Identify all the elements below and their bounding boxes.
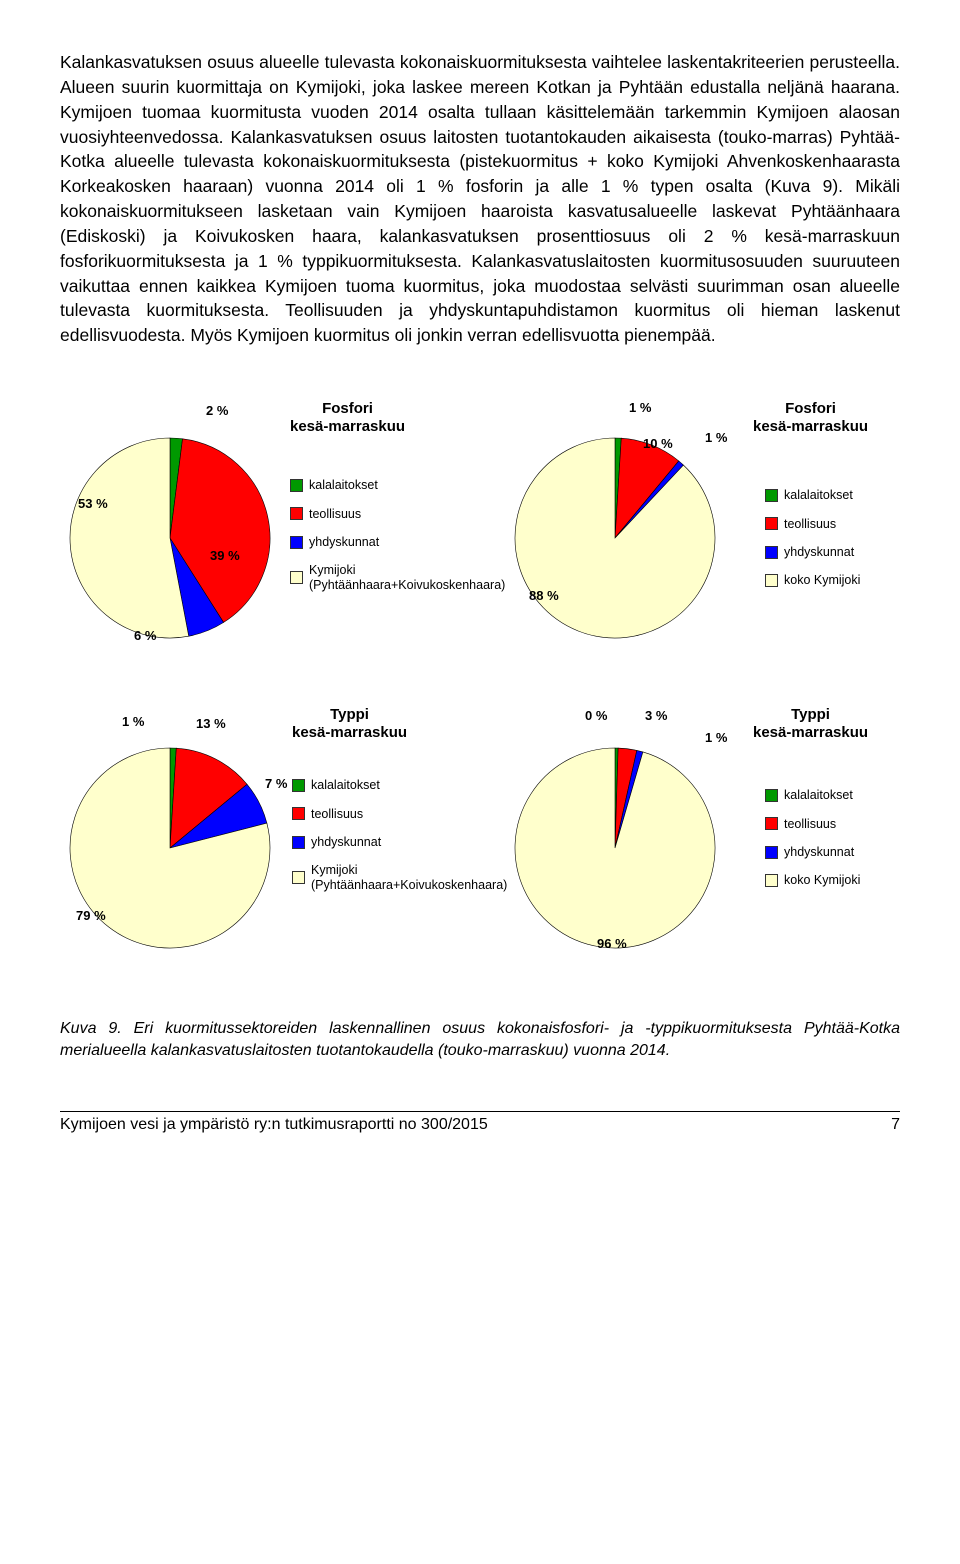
body-paragraph: Kalankasvatuksen osuus alueelle tulevast…	[60, 50, 900, 348]
charts-grid: 2 % 39 % 6 % 53 % Fosforikesä-marraskuu kalal…	[60, 388, 900, 988]
legend-swatch	[290, 479, 303, 492]
slice-label: 53 %	[78, 496, 108, 511]
pie-chart	[60, 388, 300, 678]
legend-item: teollisuus	[765, 517, 915, 531]
legend-swatch	[765, 874, 778, 887]
legend-swatch	[290, 571, 303, 584]
legend-swatch	[765, 517, 778, 530]
legend-item: Kymijoki (Pyhtäänhaara+Koivukoskenhaara)	[292, 863, 442, 892]
legend-swatch	[765, 546, 778, 559]
chart-typpi-a: 1 % 13 % 7 % 79 % Typpikesä-marraskuu kalalai…	[60, 698, 475, 988]
legend-label: teollisuus	[311, 807, 363, 821]
chart-title: Typpikesä-marraskuu	[292, 706, 407, 742]
legend-label: teollisuus	[784, 517, 836, 531]
chart-legend: kalalaitokset teollisuus yhdyskunnat Kymijo…	[290, 478, 440, 606]
legend-item: kalalaitokset	[765, 788, 915, 802]
legend-swatch	[765, 846, 778, 859]
legend-item: yhdyskunnat	[765, 545, 915, 559]
legend-label: kalalaitokset	[309, 478, 378, 492]
chart-legend: kalalaitokset teollisuus yhdyskunnat Kymijo…	[292, 778, 442, 906]
legend-swatch	[765, 817, 778, 830]
legend-item: yhdyskunnat	[765, 845, 915, 859]
legend-label: kalalaitokset	[311, 778, 380, 792]
chart-legend: kalalaitokset teollisuus yhdyskunnat koko K…	[765, 488, 915, 602]
chart-title: Fosforikesä-marraskuu	[290, 400, 405, 436]
legend-item: kalalaitokset	[765, 488, 915, 502]
legend-item: kalalaitokset	[290, 478, 440, 492]
chart-fosfori-b: 1 % 10 % 1 % 88 % Fosforikesä-marraskuu kalal…	[485, 388, 900, 678]
legend-swatch	[765, 789, 778, 802]
chart-title: Fosforikesä-marraskuu	[753, 400, 868, 436]
pie-chart	[485, 388, 725, 678]
slice-label: 96 %	[597, 936, 627, 951]
chart-legend: kalalaitokset teollisuus yhdyskunnat koko K…	[765, 788, 915, 902]
slice-label: 7 %	[265, 776, 287, 791]
slice-label: 39 %	[210, 548, 240, 563]
legend-item: koko Kymijoki	[765, 873, 915, 887]
pie-slice	[515, 748, 715, 948]
slice-label: 13 %	[196, 716, 226, 731]
legend-swatch	[292, 807, 305, 820]
slice-label: 1 %	[705, 430, 727, 445]
legend-swatch	[765, 574, 778, 587]
slice-label: 1 %	[122, 714, 144, 729]
legend-item: yhdyskunnat	[292, 835, 442, 849]
slice-label: 6 %	[134, 628, 156, 643]
legend-label: yhdyskunnat	[311, 835, 381, 849]
legend-item: teollisuus	[765, 817, 915, 831]
slice-label: 88 %	[529, 588, 559, 603]
slice-label: 1 %	[629, 400, 651, 415]
legend-label: kalalaitokset	[784, 488, 853, 502]
legend-item: teollisuus	[292, 807, 442, 821]
slice-label: 79 %	[76, 908, 106, 923]
slice-label: 10 %	[643, 436, 673, 451]
legend-swatch	[765, 489, 778, 502]
legend-label: kalalaitokset	[784, 788, 853, 802]
legend-label: yhdyskunnat	[784, 845, 854, 859]
chart-fosfori-a: 2 % 39 % 6 % 53 % Fosforikesä-marraskuu kalal…	[60, 388, 475, 678]
legend-swatch	[292, 871, 305, 884]
legend-label: teollisuus	[784, 817, 836, 831]
footer-title: Kymijoen vesi ja ympäristö ry:n tutkimus…	[60, 1116, 488, 1134]
chart-typpi-b: 0 % 3 % 1 % 96 % Typpikesä-marraskuu kalalait…	[485, 698, 900, 988]
slice-label: 3 %	[645, 708, 667, 723]
legend-label: koko Kymijoki	[784, 573, 860, 587]
legend-label: koko Kymijoki	[784, 873, 860, 887]
legend-item: yhdyskunnat	[290, 535, 440, 549]
page-footer: Kymijoen vesi ja ympäristö ry:n tutkimus…	[60, 1112, 900, 1134]
pie-slice	[515, 438, 715, 638]
chart-title: Typpikesä-marraskuu	[753, 706, 868, 742]
legend-label: yhdyskunnat	[784, 545, 854, 559]
legend-item: koko Kymijoki	[765, 573, 915, 587]
legend-item: kalalaitokset	[292, 778, 442, 792]
legend-swatch	[290, 507, 303, 520]
legend-label: Kymijoki (Pyhtäänhaara+Koivukoskenhaara)	[309, 563, 505, 592]
legend-label: teollisuus	[309, 507, 361, 521]
legend-label: yhdyskunnat	[309, 535, 379, 549]
page-number: 7	[891, 1116, 900, 1134]
legend-label: Kymijoki (Pyhtäänhaara+Koivukoskenhaara)	[311, 863, 507, 892]
slice-label: 1 %	[705, 730, 727, 745]
legend-swatch	[292, 836, 305, 849]
pie-chart	[60, 698, 300, 988]
legend-swatch	[290, 536, 303, 549]
slice-label: 0 %	[585, 708, 607, 723]
legend-item: teollisuus	[290, 507, 440, 521]
legend-swatch	[292, 779, 305, 792]
figure-caption: Kuva 9. Eri kuormitussektoreiden laskenn…	[60, 1018, 900, 1061]
slice-label: 2 %	[206, 403, 228, 418]
legend-item: Kymijoki (Pyhtäänhaara+Koivukoskenhaara)	[290, 563, 440, 592]
